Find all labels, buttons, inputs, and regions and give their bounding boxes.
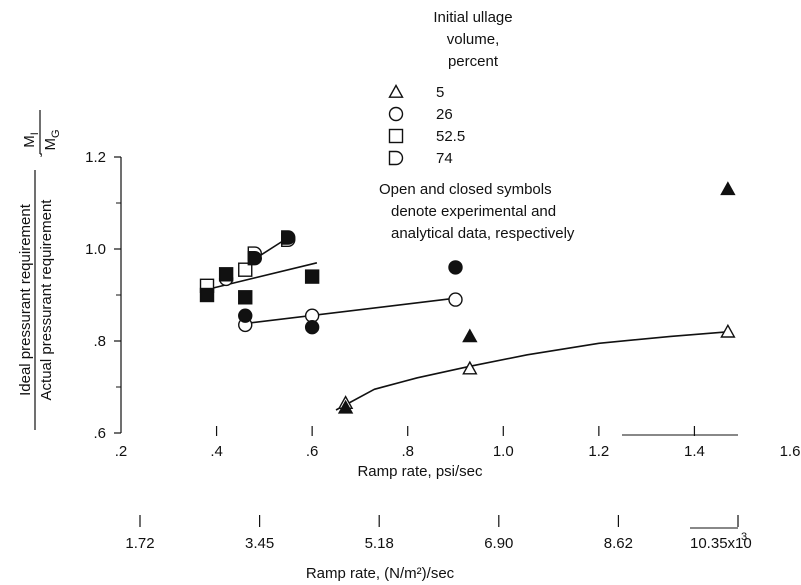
legend-note-line: analytical data, respectively	[391, 225, 575, 242]
x-tick-label: 1.6	[780, 443, 801, 460]
secondary-x-tick-label: 1.72	[125, 535, 154, 552]
circle-analytical-point	[448, 260, 463, 275]
legend-d-shape-marker	[388, 150, 404, 166]
circle-analytical-point	[238, 308, 253, 323]
x-tick-label: 1.4	[684, 443, 705, 460]
y-axis-title-line2: Actual pressurant requirement	[38, 199, 55, 401]
legend-title-line: percent	[448, 53, 499, 70]
square-experimental-point	[238, 262, 253, 277]
y-axis-ratio: MI MG	[21, 110, 62, 154]
y-tick-label: 1.2	[85, 149, 106, 166]
y-axis-title-line1: Ideal pressurant requirement	[17, 203, 34, 396]
legend-note-line: Open and closed symbols	[379, 181, 552, 198]
ratio-numerator: MI	[21, 132, 41, 148]
secondary-x-tick-label: 5.18	[365, 535, 394, 552]
circle-analytical-point	[304, 320, 320, 335]
square-analytical-point	[304, 269, 320, 284]
triangle-analytical-point	[337, 399, 354, 414]
square-analytical-point	[238, 290, 253, 305]
y-ratio-comma: ,	[39, 142, 43, 159]
legend-note-line: denote experimental and	[391, 203, 556, 220]
legend-entry-label: 74	[436, 150, 453, 167]
triangle-analytical-point	[720, 181, 736, 196]
d-shape-analytical-point	[247, 251, 262, 266]
legend-entry-label: 26	[436, 106, 453, 123]
x-tick-label: 1.0	[493, 443, 514, 460]
secondary-x-axis-title: Ramp rate, (N/m²)/sec	[306, 565, 455, 582]
secondary-x-tick-label: 6.90	[484, 535, 513, 552]
square-analytical-point	[218, 267, 234, 282]
x-tick-label: .8	[401, 443, 414, 460]
secondary-x-tick-label: 3.45	[245, 535, 274, 552]
fit-line-circle	[245, 297, 456, 325]
d-shape-analytical-point	[281, 230, 296, 245]
x-tick-label: .2	[115, 443, 128, 460]
square-analytical-point	[199, 287, 215, 303]
x-axis-ticks: .2 .4 .6 .8 1.0 1.2 1.4 1.6	[115, 426, 801, 460]
y-tick-label: .8	[93, 333, 106, 350]
secondary-x-exponent: 3	[741, 531, 747, 543]
y-axis-title: Ideal pressurant requirement Actual pres…	[17, 170, 55, 430]
legend-title-line: Initial ullage	[433, 9, 512, 26]
y-tick-label: .6	[93, 425, 106, 442]
x-axis-title: Ramp rate, psi/sec	[357, 463, 483, 480]
triangle-analytical-point	[462, 328, 478, 343]
x-tick-label: .4	[210, 443, 223, 460]
secondary-x-tick-label: 10.35x10	[690, 535, 752, 552]
legend-entry-label: 52.5	[436, 128, 465, 145]
ratio-denominator: MG	[42, 129, 62, 150]
plot-lines	[206, 236, 728, 411]
x-tick-label: .6	[306, 443, 319, 460]
triangle-experimental-point	[720, 323, 736, 338]
fit-line-triangle	[335, 331, 728, 411]
legend-square-marker	[388, 128, 404, 144]
data-markers	[199, 181, 736, 414]
legend-circle-marker	[388, 106, 404, 122]
legend-title-line: volume,	[447, 31, 500, 48]
x-tick-label: 1.2	[588, 443, 609, 460]
legend-entry-label: 5	[436, 84, 444, 101]
y-axis-ticks: .6 .8 1.0 1.2	[85, 149, 121, 442]
secondary-x-tick-label: 8.62	[604, 535, 633, 552]
legend-triangle-marker	[388, 84, 404, 98]
y-tick-label: 1.0	[85, 241, 106, 258]
circle-experimental-point	[448, 292, 463, 307]
triangle-experimental-point	[462, 360, 478, 375]
